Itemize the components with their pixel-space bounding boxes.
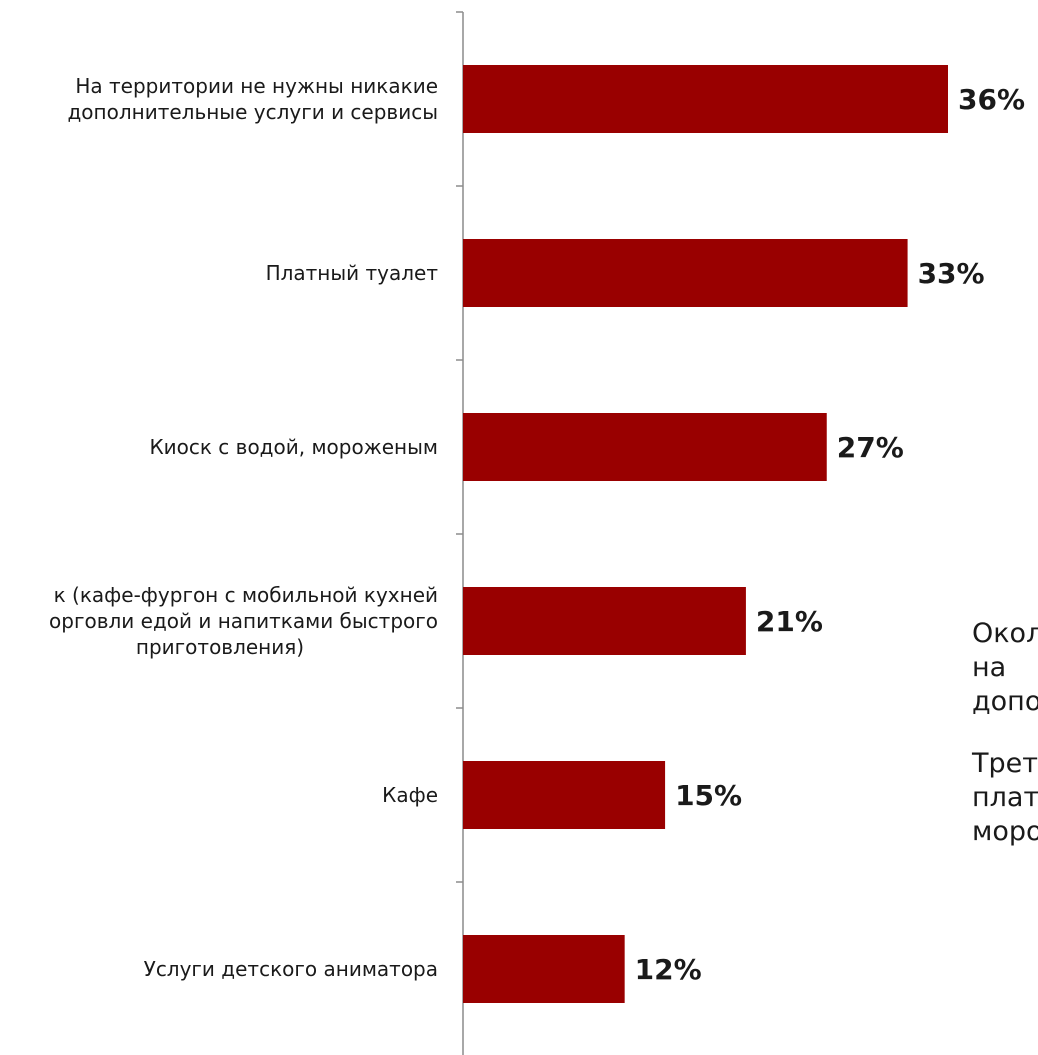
value-labels: 36% 33% 27% 21% 15% 12% — [635, 83, 1025, 986]
value-label: 21% — [756, 605, 823, 638]
category-label: к (кафе-фургон с мобильной кухней — [54, 583, 438, 607]
bar — [463, 65, 948, 133]
category-label: Услуги детского аниматора — [144, 957, 438, 981]
bar — [463, 587, 746, 655]
category-label: Кафе — [382, 783, 438, 807]
value-label: 33% — [918, 257, 985, 290]
category-label: дополнительные услуги и сервисы — [67, 100, 438, 124]
category-label: На территории не нужны никакие — [75, 74, 438, 98]
side-note-line: на — [972, 652, 1006, 683]
side-note-line: Трет — [971, 748, 1038, 779]
y-axis — [456, 11, 464, 1055]
value-label: 15% — [675, 779, 742, 812]
bar — [463, 239, 908, 307]
category-label: Киоск с водой, мороженым — [149, 435, 438, 459]
side-note-line: Окол — [972, 618, 1038, 649]
bar — [463, 413, 827, 481]
bar — [463, 761, 666, 829]
bars — [463, 65, 948, 1003]
value-label: 27% — [837, 431, 904, 464]
side-note-line: моро — [972, 816, 1038, 847]
value-label: 36% — [958, 83, 1025, 116]
side-note-line: допо — [972, 686, 1038, 717]
value-label: 12% — [635, 953, 702, 986]
category-label: Платный туалет — [266, 261, 439, 285]
category-labels: На территории не нужны никакиедополнител… — [49, 74, 438, 981]
side-note-line: плат — [972, 782, 1038, 813]
bar — [463, 935, 625, 1003]
category-label: орговли едой и напитками быстрого — [49, 609, 438, 633]
category-label: приготовления) — [136, 635, 304, 659]
